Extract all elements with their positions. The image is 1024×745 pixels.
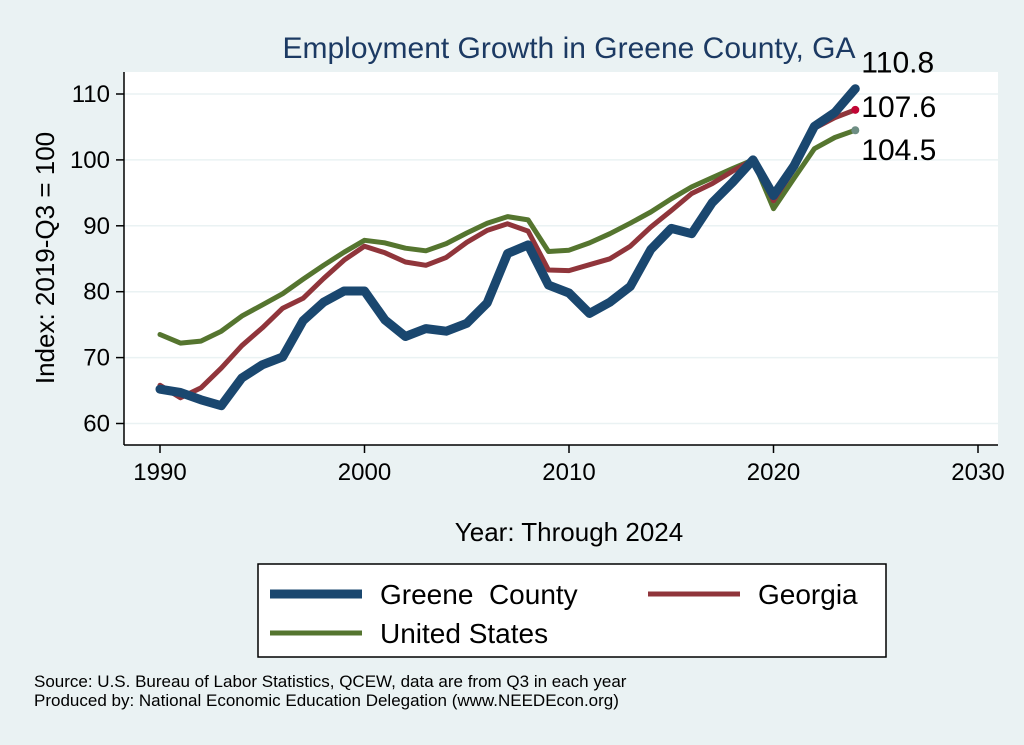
y-tick-label: 60	[83, 411, 110, 438]
legend-label-greene-county: Greene County	[380, 579, 578, 610]
x-tick-label: 2020	[747, 459, 800, 486]
x-tick-label: 2030	[951, 459, 1004, 486]
series-lines	[155, 84, 860, 411]
plot-area	[124, 72, 998, 445]
source-line: Source: U.S. Bureau of Labor Statistics,…	[34, 672, 627, 691]
y-axis-title: Index: 2019-Q3 = 100	[30, 132, 60, 384]
y-tick-label: 80	[83, 279, 110, 306]
source-note: Source: U.S. Bureau of Labor Statistics,…	[34, 672, 626, 710]
y-tick-label: 110	[72, 81, 110, 108]
end-labels: 110.8 107.6 104.5	[851, 47, 936, 167]
x-tick-label: 2010	[542, 459, 595, 486]
end-value-label: 104.5	[861, 134, 936, 167]
series-line-greene-county	[155, 84, 860, 411]
end-point-marker	[851, 126, 860, 135]
end-point-marker	[851, 84, 860, 93]
legend-label-georgia: Georgia	[758, 579, 858, 610]
x-axis-title: Year: Through 2024	[455, 517, 683, 547]
legend-label-united-states: United States	[380, 618, 548, 649]
end-value-label: 107.6	[861, 91, 936, 124]
y-tick-label: 100	[70, 147, 110, 174]
end-point-marker	[851, 105, 860, 114]
y-tick-label: 90	[83, 213, 110, 240]
end-value-label: 110.8	[861, 47, 934, 80]
axes: 60 70 80 90 100 110 1990 2000 2010 2020 2030	[70, 72, 1005, 486]
chart-title: Employment Growth in Greene County, GA	[282, 32, 855, 65]
x-tick-label: 2000	[338, 459, 391, 486]
series-line-georgia	[157, 107, 858, 401]
producer-line: Produced by: National Economic Education…	[34, 691, 619, 710]
y-tick-label: 70	[83, 345, 110, 372]
legend	[257, 563, 887, 658]
x-tick-label: 1990	[133, 459, 186, 486]
